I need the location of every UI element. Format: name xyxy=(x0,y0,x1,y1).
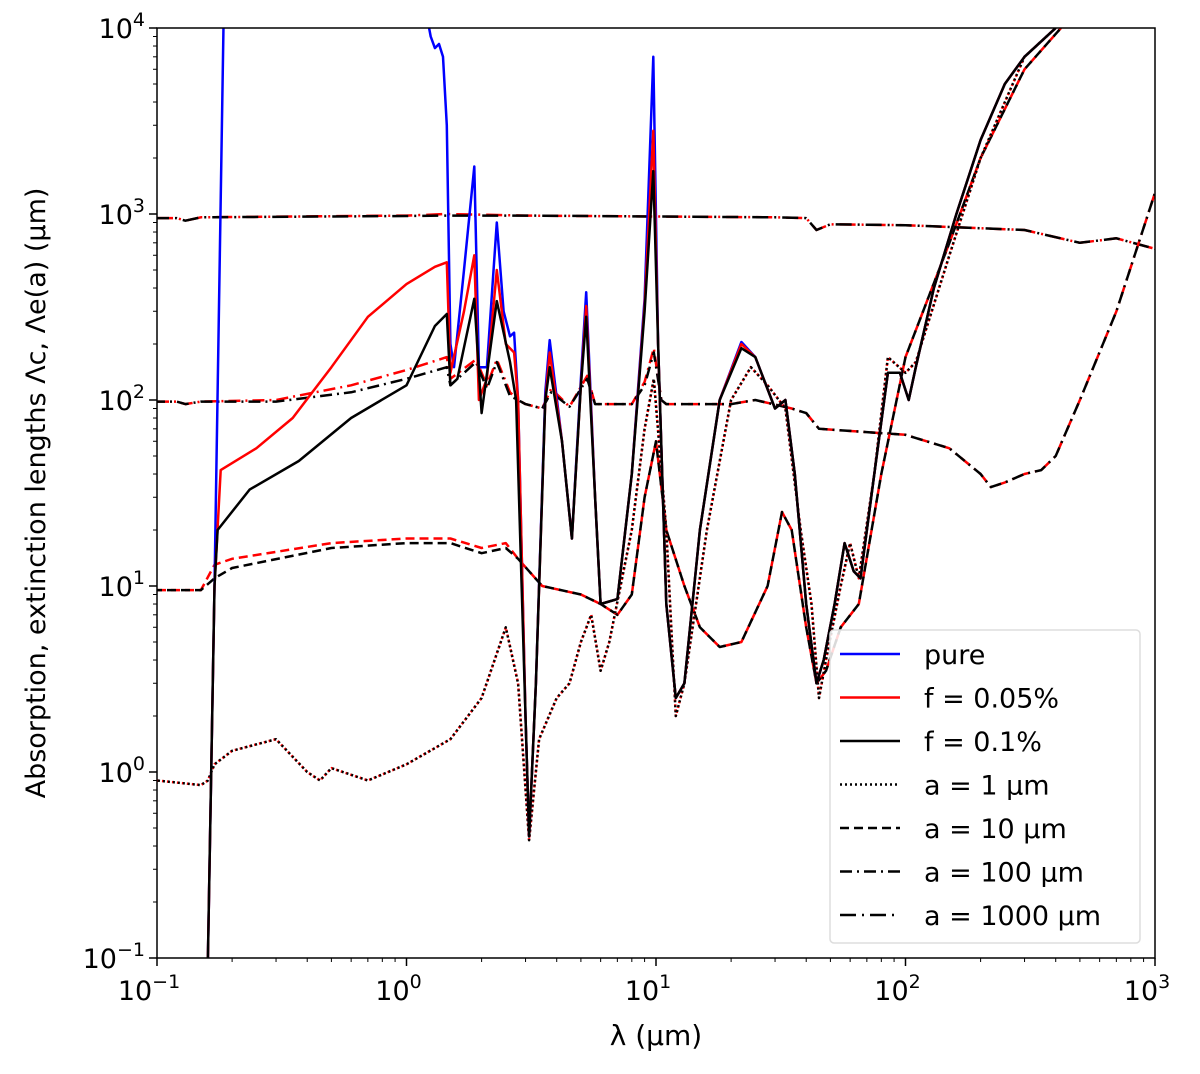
series-line-5 xyxy=(157,28,1062,685)
x-tick-label: 102 xyxy=(874,971,920,1007)
legend-label: a = 10 μm xyxy=(924,814,1067,845)
x-tick-label: 10−1 xyxy=(118,971,180,1007)
series-line-7 xyxy=(157,28,1057,842)
legend-label: f = 0.1% xyxy=(924,727,1042,758)
series-line-4 xyxy=(157,28,1062,685)
x-axis-label: λ (μm) xyxy=(610,1019,702,1052)
series-line-10 xyxy=(206,28,1057,958)
legend-label: a = 1000 μm xyxy=(924,901,1101,932)
x-tick-label: 101 xyxy=(625,971,671,1007)
legend-label: f = 0.05% xyxy=(924,684,1059,715)
y-tick-label: 100 xyxy=(99,753,145,789)
legend-label: a = 100 μm xyxy=(924,858,1084,889)
legend-label: pure xyxy=(924,640,985,671)
y-tick-label: 103 xyxy=(99,195,145,231)
y-tick-label: 102 xyxy=(99,381,145,417)
series-lines xyxy=(157,28,1155,958)
x-tick-label: 100 xyxy=(375,971,421,1007)
y-tick-label: 10−1 xyxy=(83,939,145,975)
series-line-1 xyxy=(157,214,1155,251)
x-tick-label: 103 xyxy=(1124,971,1170,1007)
y-axis-label: Absorption, extinction lengths Λc, Λe(a)… xyxy=(21,188,52,799)
y-tick-label: 101 xyxy=(99,567,145,603)
legend: pure f = 0.05% f = 0.1% a = 1 μm a = 10 μm… xyxy=(829,629,1141,944)
axis-ticks: 10−1 100 101 102 103 10−1 100 101 102 103 104 xyxy=(83,9,1171,1007)
legend-label: a = 1 μm xyxy=(924,771,1050,802)
legend-box xyxy=(829,629,1141,944)
series-line-3 xyxy=(157,192,1155,489)
y-tick-label: 104 xyxy=(99,9,145,45)
